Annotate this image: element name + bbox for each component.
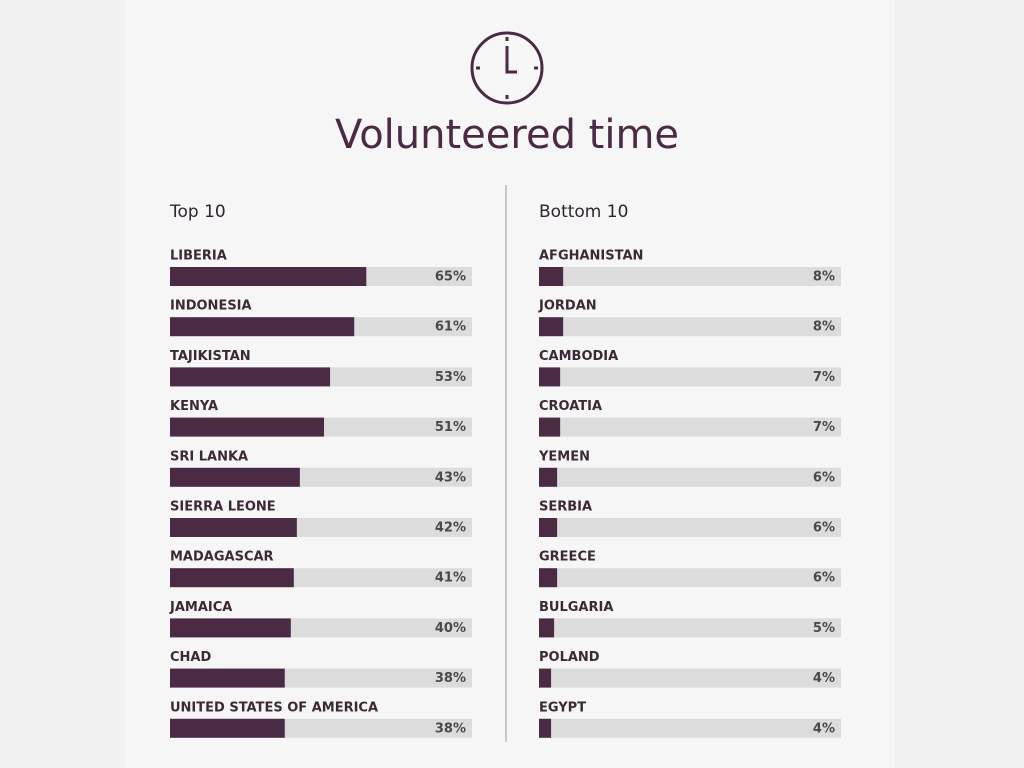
bar xyxy=(539,417,561,437)
category-label: AFGHANISTAN xyxy=(539,249,643,264)
bar xyxy=(170,467,300,487)
clock-icon xyxy=(470,31,544,105)
category-label: SRI LANKA xyxy=(170,449,248,464)
page-title: Volunteered time xyxy=(335,112,679,158)
value-label: 4% xyxy=(813,721,835,736)
bar xyxy=(170,668,285,688)
value-label: 41% xyxy=(435,571,466,586)
value-label: 7% xyxy=(813,370,835,385)
value-label: 4% xyxy=(813,671,835,686)
bar-track xyxy=(539,668,841,688)
chart-subtitle: Top 10 xyxy=(169,202,226,222)
value-label: 38% xyxy=(435,721,466,736)
bar xyxy=(539,718,552,738)
bar xyxy=(539,367,561,387)
value-label: 40% xyxy=(435,621,466,636)
category-label: LIBERIA xyxy=(170,249,227,264)
bar xyxy=(170,718,285,738)
value-label: 5% xyxy=(813,621,835,636)
category-label: YEMEN xyxy=(538,449,590,464)
category-label: BULGARIA xyxy=(539,600,613,615)
bar-track xyxy=(539,267,841,286)
category-label: KENYA xyxy=(170,399,218,414)
chart-subtitle: Bottom 10 xyxy=(539,202,628,222)
value-label: 38% xyxy=(435,671,466,686)
category-label: TAJIKISTAN xyxy=(170,349,251,364)
value-label: 6% xyxy=(813,521,835,536)
bar xyxy=(539,668,552,688)
value-label: 43% xyxy=(435,470,466,485)
bar xyxy=(170,367,331,387)
bar xyxy=(170,317,355,337)
bar xyxy=(170,417,325,437)
bar xyxy=(539,618,555,638)
category-label: UNITED STATES OF AMERICA xyxy=(170,700,378,715)
value-label: 42% xyxy=(435,521,466,536)
value-label: 53% xyxy=(435,370,466,385)
category-label: INDONESIA xyxy=(170,299,252,314)
category-label: JORDAN xyxy=(538,299,597,314)
bar xyxy=(170,618,291,638)
bar-track xyxy=(539,718,841,738)
bar-track xyxy=(539,618,841,638)
category-label: MADAGASCAR xyxy=(170,550,274,565)
bar xyxy=(170,267,367,286)
category-label: CROATIA xyxy=(539,399,602,414)
bar xyxy=(539,518,558,537)
bar xyxy=(170,518,297,537)
bar xyxy=(539,568,558,588)
category-label: GREECE xyxy=(539,550,596,565)
bar-track xyxy=(539,317,841,337)
category-label: SERBIA xyxy=(539,500,592,515)
bar xyxy=(170,568,294,588)
value-label: 6% xyxy=(813,470,835,485)
category-label: SIERRA LEONE xyxy=(170,500,276,515)
category-label: CAMBODIA xyxy=(539,349,618,364)
category-label: EGYPT xyxy=(539,700,586,715)
value-label: 61% xyxy=(435,320,466,335)
bar-track xyxy=(539,518,841,537)
category-label: JAMAICA xyxy=(169,600,232,615)
category-label: POLAND xyxy=(539,650,600,665)
value-label: 6% xyxy=(813,571,835,586)
category-label: CHAD xyxy=(170,650,211,665)
bar-track xyxy=(539,568,841,588)
bar-track xyxy=(539,367,841,387)
value-label: 8% xyxy=(813,270,835,285)
value-label: 51% xyxy=(435,420,466,435)
value-label: 7% xyxy=(813,420,835,435)
bar-track xyxy=(539,417,841,437)
bar xyxy=(539,317,564,337)
value-label: 8% xyxy=(813,320,835,335)
bar xyxy=(539,467,558,487)
bar-track xyxy=(539,467,841,487)
value-label: 65% xyxy=(435,270,466,285)
bar xyxy=(539,267,564,286)
